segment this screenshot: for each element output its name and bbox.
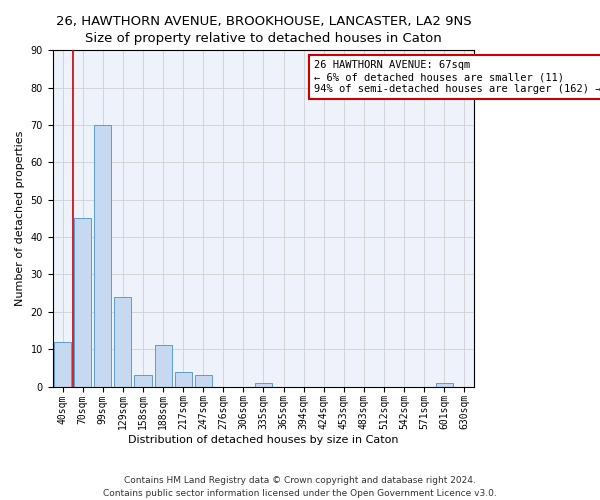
- Bar: [194, 376, 212, 386]
- Bar: [255, 383, 272, 386]
- X-axis label: Distribution of detached houses by size in Caton: Distribution of detached houses by size …: [128, 435, 398, 445]
- Bar: [115, 297, 131, 386]
- Text: Contains HM Land Registry data © Crown copyright and database right 2024.
Contai: Contains HM Land Registry data © Crown c…: [103, 476, 497, 498]
- Y-axis label: Number of detached properties: Number of detached properties: [15, 131, 25, 306]
- Bar: [134, 376, 152, 386]
- Bar: [94, 125, 112, 386]
- Bar: [54, 342, 71, 386]
- Text: 26 HAWTHORN AVENUE: 67sqm
← 6% of detached houses are smaller (11)
94% of semi-d: 26 HAWTHORN AVENUE: 67sqm ← 6% of detach…: [314, 60, 600, 94]
- Bar: [155, 346, 172, 387]
- Bar: [175, 372, 191, 386]
- Title: 26, HAWTHORN AVENUE, BROOKHOUSE, LANCASTER, LA2 9NS
Size of property relative to: 26, HAWTHORN AVENUE, BROOKHOUSE, LANCAST…: [56, 15, 471, 45]
- Bar: [74, 218, 91, 386]
- Bar: [436, 383, 452, 386]
